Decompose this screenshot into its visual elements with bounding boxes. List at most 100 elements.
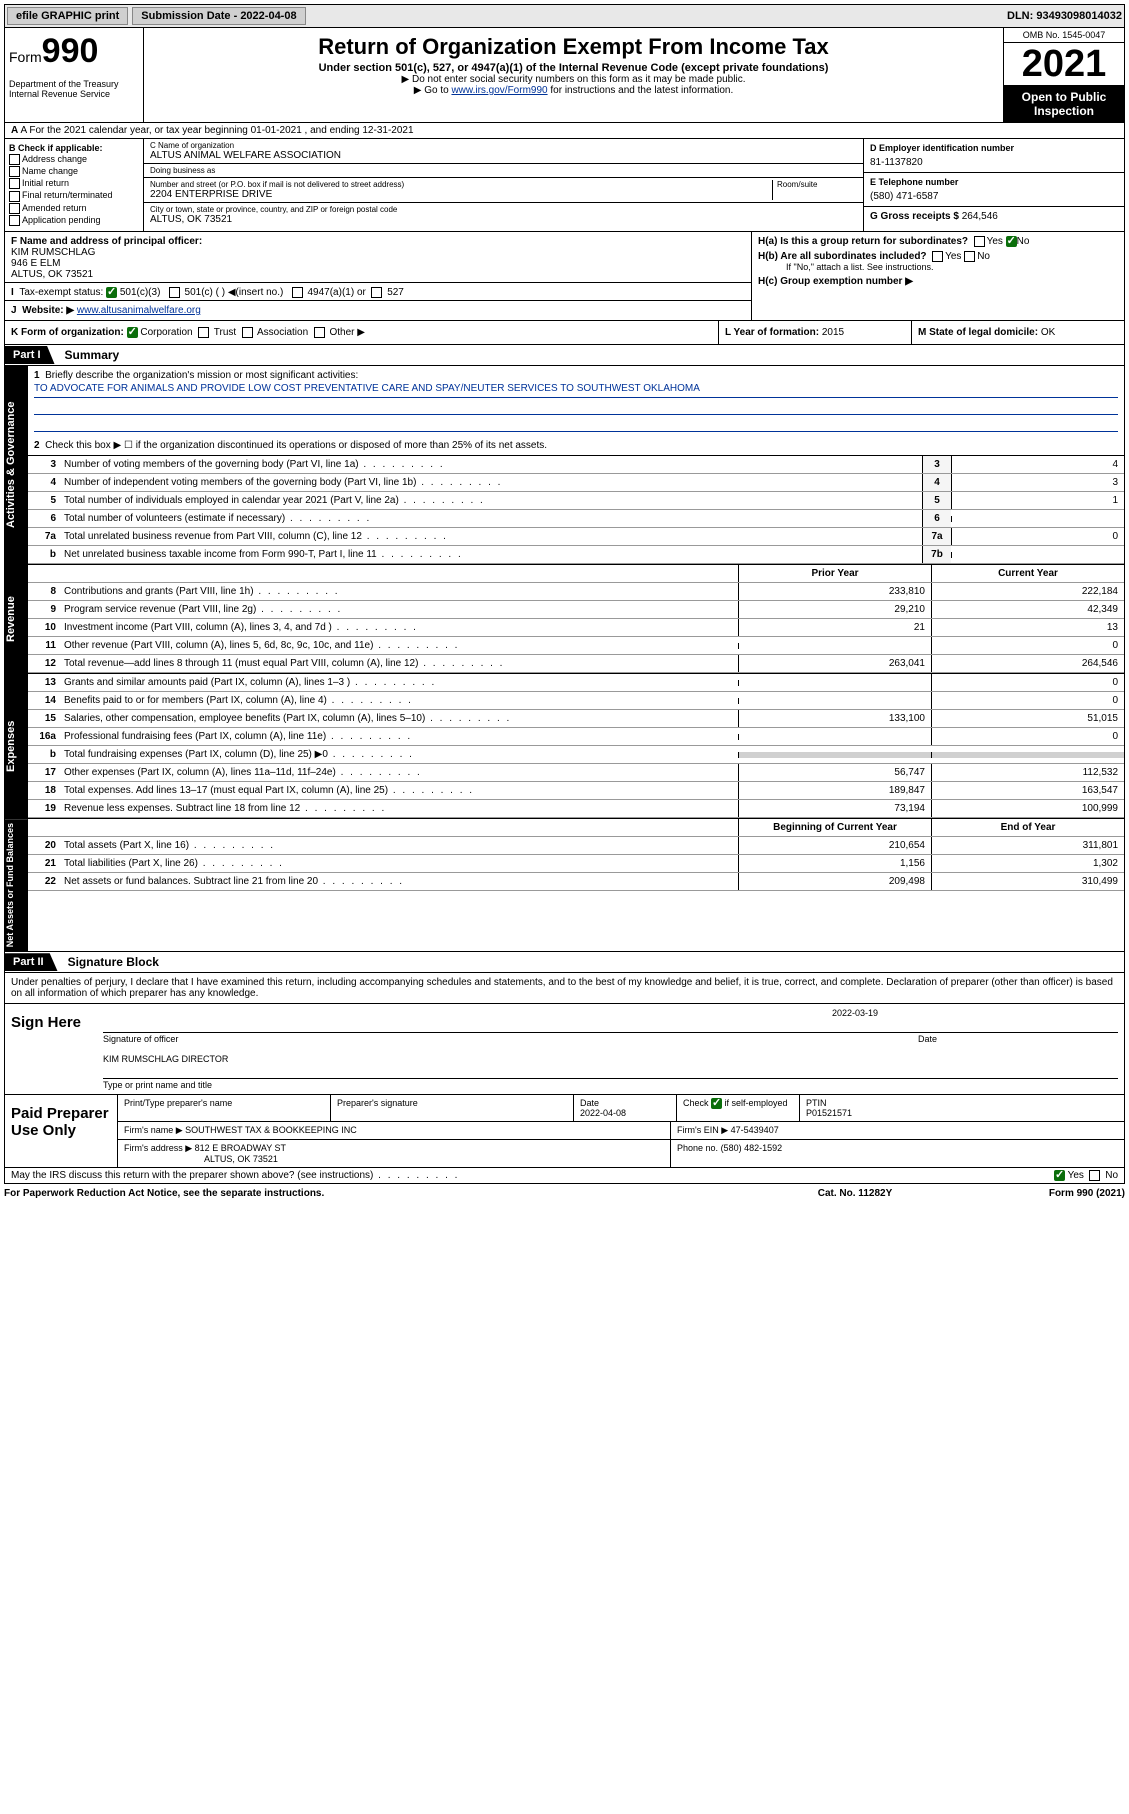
submission-date-button[interactable]: Submission Date - 2022-04-08 (132, 7, 305, 25)
col-b-label: B Check if applicable: (9, 143, 103, 153)
l-value: 2015 (822, 327, 844, 338)
ha-no-icon (1006, 236, 1017, 247)
k-other-icon[interactable] (314, 327, 325, 338)
net-prior-hdr: Beginning of Current Year (738, 819, 931, 836)
colb-item[interactable]: Amended return (9, 203, 139, 214)
revenue-body: Prior Year Current Year 8Contributions a… (28, 565, 1124, 673)
block-bcd: B Check if applicable: Address changeNam… (4, 139, 1125, 232)
paid-row-1: Print/Type preparer's name Preparer's si… (118, 1095, 1124, 1122)
omb-number: OMB No. 1545-0047 (1004, 28, 1124, 43)
subtitle-3: ▶ Go to www.irs.gov/Form990 for instruct… (152, 85, 995, 96)
mission-block: 1 Briefly describe the organization's mi… (28, 366, 1124, 456)
may-discuss-text: May the IRS discuss this return with the… (11, 1170, 1054, 1181)
colb-item[interactable]: Address change (9, 154, 139, 165)
efile-button[interactable]: efile GRAPHIC print (7, 7, 128, 25)
row-klm: K Form of organization: Corporation Trus… (4, 321, 1125, 345)
footer-left: For Paperwork Reduction Act Notice, see … (4, 1188, 765, 1199)
sig-line-1: Signature of officer Date (103, 1032, 1118, 1044)
col-c-orginfo: C Name of organization ALTUS ANIMAL WELF… (144, 139, 863, 231)
gov-line: 6Total number of volunteers (estimate if… (28, 510, 1124, 528)
data-line: 16aProfessional fundraising fees (Part I… (28, 728, 1124, 746)
net-curr-hdr: End of Year (931, 819, 1124, 836)
phone-value: (580) 471-6587 (870, 191, 1118, 202)
form-title: Return of Organization Exempt From Incom… (152, 34, 995, 60)
colb-item[interactable]: Initial return (9, 178, 139, 189)
ha-yes-icon[interactable] (974, 236, 985, 247)
city-label: City or town, state or province, country… (150, 205, 857, 214)
governance-body: 1 Briefly describe the organization's mi… (28, 366, 1124, 564)
website-link[interactable]: www.altusanimalwelfare.org (77, 305, 201, 316)
hb-no-icon[interactable] (964, 251, 975, 262)
check-4947-icon[interactable] (292, 287, 303, 298)
header-right: OMB No. 1545-0047 2021 Open to Public In… (1003, 28, 1124, 122)
room-label: Room/suite (777, 180, 857, 189)
dba-label: Doing business as (150, 166, 857, 175)
sub3-pre: ▶ Go to (414, 85, 452, 96)
firm-phone-val: (580) 482-1592 (721, 1143, 783, 1153)
prep-date-lbl: Date (580, 1098, 599, 1108)
vtab-governance: Activities & Governance (5, 366, 28, 564)
k-assoc: Association (257, 327, 308, 338)
colb-item[interactable]: Final return/terminated (9, 190, 139, 201)
sign-body: 2022-03-19 Signature of officer Date KIM… (97, 1004, 1124, 1094)
k-trust: Trust (214, 327, 236, 338)
i-527: 527 (387, 287, 404, 298)
firm-addr-lbl: Firm's address ▶ (124, 1143, 192, 1153)
sign-date: 2022-03-19 (103, 1008, 1118, 1018)
paid-row-3: Firm's address ▶ 812 E BROADWAY ST ALTUS… (118, 1140, 1124, 1167)
data-line: 8Contributions and grants (Part VIII, li… (28, 583, 1124, 601)
prep-name-lbl: Print/Type preparer's name (118, 1095, 331, 1121)
mission-q1: Briefly describe the organization's miss… (45, 370, 358, 381)
part2-header: Part II Signature Block (4, 952, 1125, 973)
hb-label: H(b) Are all subordinates included? (758, 251, 927, 262)
gov-line: 5Total number of individuals employed in… (28, 492, 1124, 510)
data-line: 10Investment income (Part VIII, column (… (28, 619, 1124, 637)
data-line: 18Total expenses. Add lines 13–17 (must … (28, 782, 1124, 800)
firm-phone-lbl: Phone no. (677, 1143, 718, 1153)
colb-item[interactable]: Name change (9, 166, 139, 177)
k-assoc-icon[interactable] (242, 327, 253, 338)
hb-yes-icon[interactable] (932, 251, 943, 262)
sig-date-lbl: Date (918, 1034, 1118, 1044)
hb-note: If "No," attach a list. See instructions… (758, 262, 1118, 272)
k-corp: Corporation (140, 327, 192, 338)
addr-value: 2204 ENTERPRISE DRIVE (150, 189, 772, 200)
top-toolbar: efile GRAPHIC print Submission Date - 20… (4, 4, 1125, 28)
col-curr-hdr: Current Year (931, 565, 1124, 582)
org-name: ALTUS ANIMAL WELFARE ASSOCIATION (150, 150, 857, 161)
col-d-ids: D Employer identification number 81-1137… (863, 139, 1124, 231)
discuss-no-icon[interactable] (1089, 1170, 1100, 1181)
revenue-header-row: Prior Year Current Year (28, 565, 1124, 583)
form-header: Form990 Department of the Treasury Inter… (4, 28, 1125, 123)
firm-name-lbl: Firm's name ▶ (124, 1125, 183, 1135)
firm-addr-val: 812 E BROADWAY ST (195, 1143, 286, 1153)
city-value: ALTUS, OK 73521 (150, 214, 857, 225)
page-footer: For Paperwork Reduction Act Notice, see … (4, 1184, 1125, 1203)
row-f-left: F Name and address of principal officer:… (5, 232, 751, 320)
sign-here-row: Sign Here 2022-03-19 Signature of office… (4, 1004, 1125, 1095)
phone-label: E Telephone number (870, 177, 1118, 187)
m-value: OK (1041, 327, 1055, 338)
dln-label: DLN: 93493098014032 (1007, 10, 1122, 22)
open-to-public: Open to Public Inspection (1004, 86, 1124, 122)
row-h-right: H(a) Is this a group return for subordin… (751, 232, 1124, 320)
k-trust-icon[interactable] (198, 327, 209, 338)
i-501c: 501(c) ( ) ◀(insert no.) (185, 287, 284, 298)
colb-item[interactable]: Application pending (9, 215, 139, 226)
net-header-row: Beginning of Current Year End of Year (28, 819, 1124, 837)
part2-tab: Part II (5, 953, 58, 971)
check-501c-icon[interactable] (169, 287, 180, 298)
data-line: 12Total revenue—add lines 8 through 11 (… (28, 655, 1124, 673)
part2-title: Signature Block (62, 952, 165, 972)
irs-link[interactable]: www.irs.gov/Form990 (451, 85, 547, 96)
subtitle-2: ▶ Do not enter social security numbers o… (152, 74, 995, 85)
col-prior-hdr: Prior Year (738, 565, 931, 582)
k-corp-icon (127, 327, 138, 338)
check-501c3-icon (106, 287, 117, 298)
i-501c3: 501(c)(3) (120, 287, 161, 298)
data-line: 9Program service revenue (Part VIII, lin… (28, 601, 1124, 619)
sig-of-officer: Signature of officer (103, 1034, 918, 1044)
m-label: M State of legal domicile: (918, 327, 1038, 338)
netassets-body: Beginning of Current Year End of Year 20… (28, 819, 1124, 951)
check-527-icon[interactable] (371, 287, 382, 298)
